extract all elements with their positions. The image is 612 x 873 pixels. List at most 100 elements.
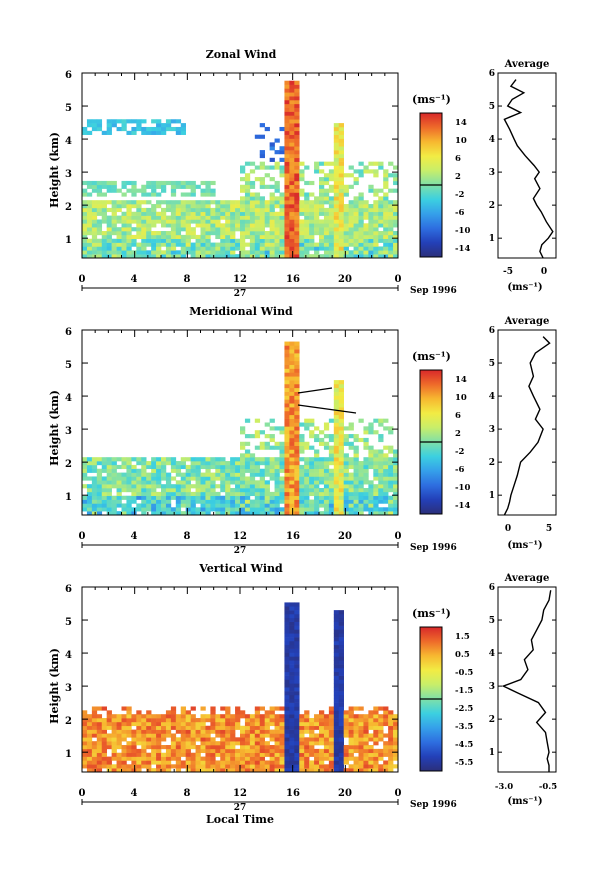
heatmap-cell <box>323 476 330 481</box>
heatmap-cell <box>244 418 251 423</box>
heatmap-cell <box>333 733 340 738</box>
heatmap-cell <box>200 714 206 719</box>
heatmap-cell <box>289 238 295 243</box>
heatmap-cell <box>210 491 216 497</box>
heatmap-cell <box>363 503 369 508</box>
heatmap-cell <box>86 718 93 723</box>
heatmap-cell <box>338 445 344 450</box>
heatmap-cell <box>284 430 290 435</box>
heatmap-cell <box>205 200 211 205</box>
heatmap-cell <box>106 484 112 489</box>
heatmap-cell <box>333 652 340 657</box>
heatmap-cell <box>393 748 399 754</box>
heatmap-cell <box>264 242 270 247</box>
heatmap-cell <box>378 511 384 516</box>
heatmap-cell <box>111 748 117 754</box>
heatmap-cell <box>378 725 384 730</box>
heatmap-cell <box>146 215 152 220</box>
heatmap-cell <box>284 640 290 646</box>
heatmap-cell <box>388 464 394 470</box>
heatmap-cell <box>383 426 389 431</box>
heatmap-cell <box>333 180 340 186</box>
heatmap-cell <box>338 138 344 143</box>
heatmap-cell <box>338 725 344 730</box>
heatmap-cell <box>284 138 290 143</box>
heatmap-cell <box>121 123 127 128</box>
heatmap-cell <box>161 745 167 750</box>
heatmap-cell <box>304 737 310 742</box>
heatmap-cell <box>259 134 265 139</box>
heatmap-cell <box>294 725 300 730</box>
heatmap-cell <box>82 180 88 186</box>
heatmap-cell <box>210 748 216 754</box>
average-x-tick-label: -5 <box>503 267 513 277</box>
heatmap-cell <box>141 503 147 508</box>
heatmap-cell <box>314 426 320 431</box>
heatmap-cell <box>284 613 290 619</box>
heatmap-cell <box>343 507 349 512</box>
heatmap-cell <box>378 188 384 193</box>
heatmap-cell <box>368 231 374 236</box>
heatmap-cell <box>299 234 305 240</box>
heatmap-cell <box>328 511 335 516</box>
heatmap-cell <box>230 725 236 730</box>
heatmap-cell <box>190 756 196 761</box>
heatmap-cell <box>230 457 236 462</box>
heatmap-cell <box>210 756 216 761</box>
heatmap-cell <box>82 461 88 466</box>
heatmap-cell <box>314 457 320 462</box>
heatmap-cell <box>378 215 384 220</box>
heatmap-cell <box>284 702 290 707</box>
y-tick-label: 3 <box>65 683 72 694</box>
heatmap-cell <box>259 729 265 734</box>
heatmap-cell <box>299 188 305 193</box>
heatmap-cell <box>106 231 112 236</box>
heatmap-cell <box>235 752 241 757</box>
heatmap-cell <box>284 242 290 247</box>
heatmap-cell <box>284 410 290 416</box>
heatmap-cell <box>363 468 369 473</box>
heatmap-cell <box>170 488 177 493</box>
heatmap-cell <box>254 488 261 493</box>
heatmap-cell <box>304 426 310 431</box>
heatmap-cell <box>91 126 98 132</box>
heatmap-cell <box>111 752 117 757</box>
heatmap-cell <box>309 254 315 259</box>
average-y-tick-label: 6 <box>489 583 495 593</box>
heatmap-cell <box>333 453 340 458</box>
heatmap-cell <box>284 345 290 350</box>
heatmap-cell <box>343 223 349 228</box>
heatmap-cell <box>244 250 251 255</box>
heatmap-cell <box>82 714 88 719</box>
heatmap-cell <box>190 737 196 742</box>
heatmap-cell <box>165 204 172 209</box>
heatmap-cell <box>328 507 335 512</box>
heatmap-cell <box>269 507 275 512</box>
heatmap-cell <box>170 126 177 132</box>
heatmap-cell <box>289 660 295 665</box>
heatmap-cell <box>309 231 315 236</box>
heatmap-cell <box>111 764 117 769</box>
heatmap-cell <box>215 472 221 477</box>
heatmap-cell <box>249 741 256 746</box>
heatmap-cell <box>294 503 300 508</box>
heatmap-cell <box>131 242 137 247</box>
average-y-tick-label: 4 <box>489 392 495 402</box>
heatmap-cell <box>333 675 340 680</box>
heatmap-cell <box>323 207 330 213</box>
heatmap-cell <box>289 376 295 381</box>
heatmap-cell <box>111 480 117 485</box>
heatmap-cell <box>358 491 364 497</box>
heatmap-cell <box>338 741 344 746</box>
heatmap-cell <box>294 188 300 193</box>
heatmap-cell <box>304 231 310 236</box>
heatmap-cell <box>274 445 280 450</box>
heatmap-cell <box>348 714 354 719</box>
heatmap-cell <box>388 476 394 481</box>
heatmap-cell <box>323 254 330 259</box>
heatmap-cell <box>175 207 182 213</box>
heatmap-cell <box>225 748 231 754</box>
heatmap-cell <box>284 457 290 462</box>
heatmap-cell <box>240 238 246 243</box>
heatmap-cell <box>289 80 295 85</box>
